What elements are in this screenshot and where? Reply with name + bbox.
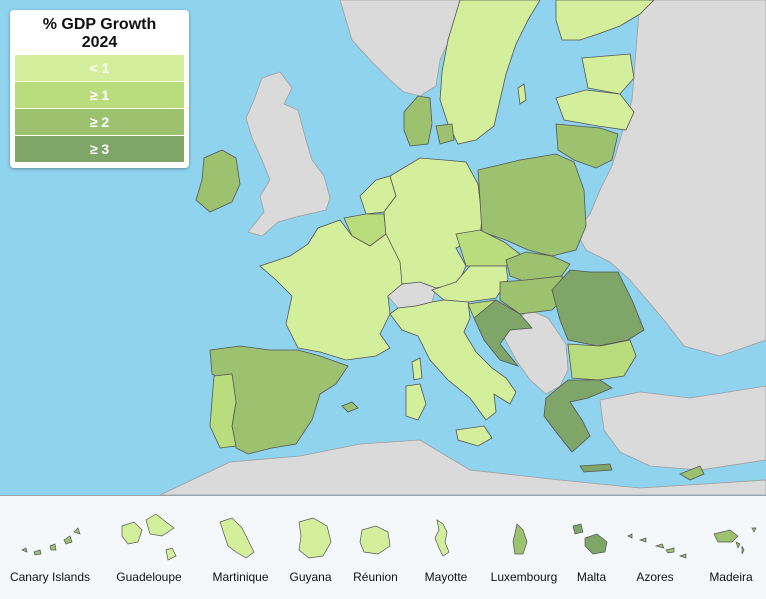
romania-shape xyxy=(551,269,645,347)
great-britain-shape xyxy=(245,71,331,237)
inset-label: Guadeloupe xyxy=(116,570,182,584)
turkey-shape xyxy=(599,385,766,471)
inset-martinique: Martinique xyxy=(198,496,283,599)
guyana-shape xyxy=(298,517,332,559)
croatia-shape xyxy=(473,299,533,367)
martinique-shape xyxy=(219,517,255,559)
reunion-shape xyxy=(359,525,391,555)
inset-madeira: Madeira xyxy=(696,496,766,599)
inset-label: Malta xyxy=(576,570,607,584)
north-africa-shape xyxy=(159,439,766,495)
inset-label: Martinique xyxy=(212,570,269,584)
inset-guyana: Guyana xyxy=(283,496,338,599)
legend-item-ge-2: ≥ 2 xyxy=(15,109,184,135)
inset-luxembourg: Luxembourg xyxy=(479,496,569,599)
denmark-shape xyxy=(403,95,455,147)
gotland-shape xyxy=(517,83,527,105)
inset-azores: Azores xyxy=(614,496,696,599)
legend-year: 2024 xyxy=(81,34,118,51)
sardinia-shape xyxy=(405,383,427,421)
luxembourg-shape xyxy=(512,523,528,555)
greece-shape xyxy=(543,379,613,453)
portugal-shape xyxy=(209,373,237,449)
sicily-shape xyxy=(455,425,493,447)
inset-bar: Canary Islands Guadeloupe Martinique Guy… xyxy=(0,495,766,599)
inset-malta: Malta xyxy=(569,496,614,599)
malta-shape xyxy=(572,523,608,555)
europe-map: % GDP Growth 2024 < 1 ≥ 1 ≥ 2 ≥ 3 xyxy=(0,0,766,495)
france-shape xyxy=(259,219,403,361)
balkans-shape xyxy=(499,309,569,395)
ireland-shape xyxy=(195,149,241,213)
inset-label: Réunion xyxy=(353,570,398,584)
crete-shape xyxy=(579,463,613,473)
bulgaria-shape xyxy=(567,339,637,381)
estonia-shape xyxy=(581,53,635,95)
map-canvas xyxy=(159,0,766,495)
inset-guadeloupe: Guadeloupe xyxy=(100,496,198,599)
legend-item-ge-3: ≥ 3 xyxy=(15,136,184,162)
finland-shape xyxy=(555,0,655,41)
guadeloupe-shape xyxy=(121,513,177,561)
madeira-shape xyxy=(713,527,757,555)
inset-label: Madeira xyxy=(709,570,753,584)
legend-item-ge-1: ≥ 1 xyxy=(15,82,184,108)
inset-label: Luxembourg xyxy=(490,570,558,584)
italy-shape xyxy=(389,299,517,421)
inset-mayotte: Mayotte xyxy=(413,496,479,599)
mayotte-shape xyxy=(434,519,450,557)
inset-label: Azores xyxy=(636,570,674,584)
legend: % GDP Growth 2024 < 1 ≥ 1 ≥ 2 ≥ 3 xyxy=(10,10,189,168)
inset-label: Canary Islands xyxy=(9,570,91,584)
inset-canary-islands: Canary Islands xyxy=(0,496,100,599)
canary-islands-shape xyxy=(21,527,81,556)
azores-shape xyxy=(627,533,687,559)
legend-title: % GDP Growth xyxy=(42,16,157,33)
sweden-shape xyxy=(439,0,541,145)
legend-item-lt-1: < 1 xyxy=(15,55,184,81)
lithuania-shape xyxy=(555,123,619,169)
inset-reunion: Réunion xyxy=(338,496,413,599)
slovakia-shape xyxy=(505,251,571,283)
balearic-shape xyxy=(341,401,359,413)
corsica-shape xyxy=(411,357,423,381)
inset-label: Mayotte xyxy=(424,570,468,584)
latvia-shape xyxy=(555,89,635,131)
cyprus-shape xyxy=(679,465,705,481)
inset-label: Guyana xyxy=(289,570,332,584)
